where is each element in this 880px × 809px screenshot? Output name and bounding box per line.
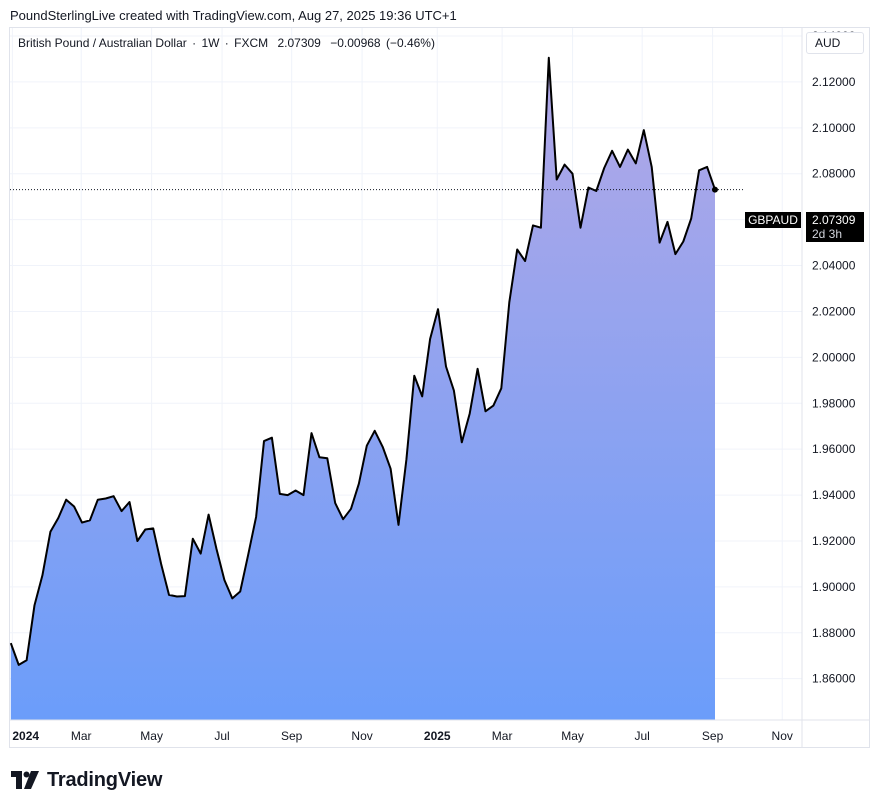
price-tag-value: 2.07309 <box>812 213 856 227</box>
x-tick-label: Nov <box>351 729 372 743</box>
legend-sep-2: · <box>224 36 229 50</box>
legend-change: −0.00968 <box>330 36 381 50</box>
x-tick-label: May <box>561 729 584 743</box>
price-tag-countdown: 2d 3h <box>812 227 842 241</box>
legend-last: 2.07309 <box>277 36 321 50</box>
price-axis[interactable]: 2.140002.120002.100002.080002.060002.040… <box>812 29 856 686</box>
chart-frame <box>9 27 870 748</box>
legend-interval: 1W <box>201 36 220 50</box>
price-tag-value-box <box>806 212 864 242</box>
tradingview-logo[interactable]: TradingView <box>11 768 162 792</box>
last-price-marker <box>711 186 718 193</box>
x-tick-label: Mar <box>71 729 92 743</box>
y-tick-label: 2.08000 <box>812 167 856 181</box>
y-tick-label: 1.98000 <box>812 396 856 410</box>
x-tick-label: May <box>140 729 163 743</box>
x-tick-label: Jul <box>635 729 650 743</box>
legend-instrument: British Pound / Australian Dollar <box>18 36 187 50</box>
legend-change-pct: (−0.46%) <box>385 36 435 50</box>
x-tick-label: Sep <box>281 729 303 743</box>
y-tick-label: 2.10000 <box>812 121 856 135</box>
x-tick-label: Nov <box>772 729 793 743</box>
y-tick-label: 1.88000 <box>812 626 856 640</box>
legend-source: FXCM <box>234 36 269 50</box>
y-tick-label: 1.86000 <box>812 672 856 686</box>
price-tag: GBPAUD 2.07309 2d 3h <box>745 212 864 242</box>
y-tick-label: 1.90000 <box>812 580 856 594</box>
tradingview-brand: TradingView <box>47 768 163 791</box>
y-tick-label: 1.92000 <box>812 534 856 548</box>
y-tick-label: 1.94000 <box>812 488 856 502</box>
currency-button[interactable]: AUD <box>806 32 864 54</box>
series-line <box>9 56 716 666</box>
series-area <box>10 57 716 721</box>
x-tick-label: 2024 <box>12 729 39 743</box>
chart-legend: British Pound / Australian Dollar · 1W ·… <box>18 36 437 50</box>
x-tick-label: Sep <box>702 729 724 743</box>
price-tag-symbol: GBPAUD <box>748 213 798 227</box>
y-tick-label: 2.04000 <box>812 259 856 273</box>
chart-credit: PoundSterlingLive created with TradingVi… <box>10 8 457 23</box>
price-tag-symbol-box <box>745 212 801 228</box>
y-tick-label: 2.02000 <box>812 304 856 318</box>
x-tick-label: 2025 <box>424 729 451 743</box>
tradingview-logo-icon <box>11 771 39 789</box>
x-tick-label: Mar <box>492 729 513 743</box>
y-tick-label: 1.96000 <box>812 442 856 456</box>
x-tick-label: Jul <box>214 729 229 743</box>
time-axis[interactable]: 2024 Mar May Jul Sep Nov 2025 Mar May Jul Sep Nov <box>12 729 793 743</box>
legend-sep-1: · <box>192 36 197 50</box>
y-tick-label: 2.12000 <box>812 75 856 89</box>
y-tick-label: 2.00000 <box>812 350 856 364</box>
